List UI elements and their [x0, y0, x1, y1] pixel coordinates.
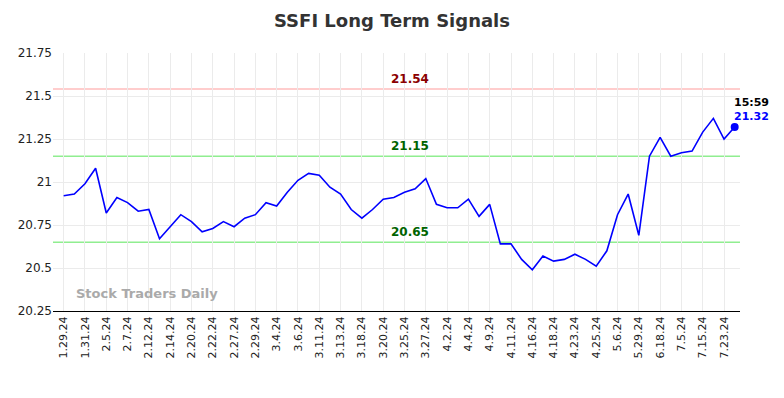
svg-text:3.11.24: 3.11.24	[313, 316, 326, 358]
svg-text:20.75: 20.75	[18, 218, 52, 232]
svg-text:2.22.24: 2.22.24	[206, 316, 219, 358]
svg-text:21.32: 21.32	[734, 110, 769, 123]
svg-text:1.29.24: 1.29.24	[57, 316, 70, 358]
svg-text:4.9.24: 4.9.24	[483, 316, 496, 351]
svg-text:21.75: 21.75	[18, 46, 52, 60]
svg-text:5.29.24: 5.29.24	[632, 316, 645, 358]
svg-text:1.31.24: 1.31.24	[79, 316, 92, 358]
svg-text:3.20.24: 3.20.24	[377, 316, 390, 358]
svg-text:3.25.24: 3.25.24	[398, 316, 411, 358]
svg-text:20.5: 20.5	[25, 261, 52, 275]
svg-text:3.6.24: 3.6.24	[292, 316, 305, 351]
svg-text:3.27.24: 3.27.24	[419, 316, 432, 358]
svg-text:3.13.24: 3.13.24	[334, 316, 347, 358]
svg-text:6.18.24: 6.18.24	[654, 316, 667, 358]
svg-text:3.4.24: 3.4.24	[270, 316, 283, 351]
svg-text:21.15: 21.15	[391, 139, 429, 153]
svg-text:20.65: 20.65	[391, 225, 429, 239]
svg-text:7.23.24: 7.23.24	[718, 316, 731, 358]
svg-text:20.25: 20.25	[18, 304, 52, 318]
svg-text:4.25.24: 4.25.24	[590, 316, 603, 358]
svg-text:21.54: 21.54	[391, 72, 429, 86]
svg-text:2.14.24: 2.14.24	[164, 316, 177, 358]
svg-text:4.2.24: 4.2.24	[441, 316, 454, 351]
svg-text:3.18.24: 3.18.24	[355, 316, 368, 358]
svg-text:4.23.24: 4.23.24	[568, 316, 581, 358]
svg-text:2.5.24: 2.5.24	[100, 316, 113, 351]
svg-text:4.16.24: 4.16.24	[526, 316, 539, 358]
svg-text:2.12.24: 2.12.24	[142, 316, 155, 358]
svg-text:4.18.24: 4.18.24	[547, 316, 560, 358]
svg-text:7.5.24: 7.5.24	[675, 316, 688, 351]
svg-text:7.15.24: 7.15.24	[696, 316, 709, 358]
svg-text:2.29.24: 2.29.24	[249, 316, 262, 358]
svg-text:15:59: 15:59	[734, 96, 769, 109]
svg-text:21.25: 21.25	[18, 132, 52, 146]
svg-text:2.7.24: 2.7.24	[121, 316, 134, 351]
svg-text:4.4.24: 4.4.24	[462, 316, 475, 351]
svg-text:2.27.24: 2.27.24	[228, 316, 241, 358]
svg-text:21: 21	[37, 175, 52, 189]
svg-text:4.11.24: 4.11.24	[505, 316, 518, 358]
svg-text:Stock Traders Daily: Stock Traders Daily	[76, 286, 218, 301]
svg-text:2.20.24: 2.20.24	[185, 316, 198, 358]
svg-text:SSFI Long Term Signals: SSFI Long Term Signals	[274, 10, 510, 31]
svg-text:21.5: 21.5	[25, 89, 52, 103]
svg-text:5.6.24: 5.6.24	[611, 316, 624, 351]
